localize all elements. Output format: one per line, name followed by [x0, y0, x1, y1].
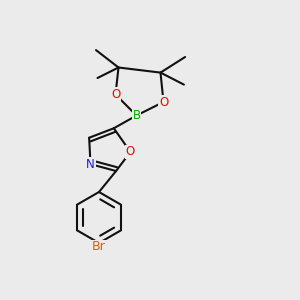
- Text: O: O: [111, 88, 120, 101]
- Text: B: B: [132, 109, 141, 122]
- Text: O: O: [159, 95, 168, 109]
- Text: N: N: [86, 158, 95, 171]
- Text: O: O: [126, 146, 135, 158]
- Text: Br: Br: [92, 240, 106, 254]
